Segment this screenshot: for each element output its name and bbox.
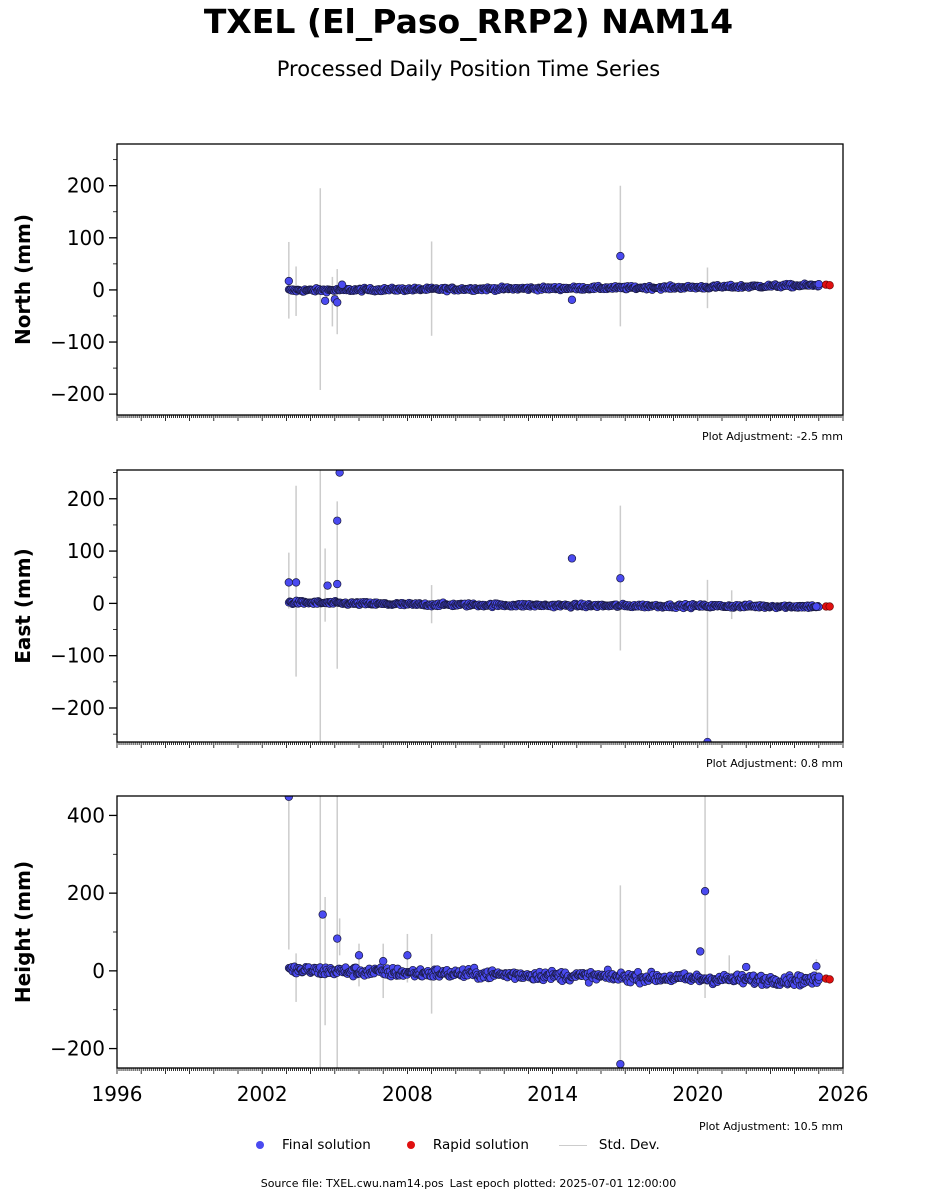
- north-outlier-point-4: [337, 280, 347, 289]
- legend-final-label: Final solution: [282, 1137, 371, 1153]
- north-y-tick-label: 0: [92, 278, 105, 302]
- height-outlier-point-7: [696, 947, 705, 956]
- north-y-tick-label: −100: [50, 330, 105, 354]
- rapid-solution-marker-icon: [406, 1141, 415, 1149]
- east-y-tick-label: 100: [67, 539, 105, 563]
- page-title: TXEL (El_Paso_RRP2) NAM14: [203, 2, 734, 41]
- height-outlier-point-9: [742, 962, 751, 972]
- height-x-tick-label: 1996: [92, 1082, 143, 1106]
- north-frame: [116, 143, 844, 416]
- east-outlier-point-2: [323, 581, 332, 590]
- legend-item-stddev: Std. Dev.: [558, 1137, 660, 1153]
- north-y-tick-label: −200: [50, 382, 105, 406]
- east-plot-area: [284, 470, 834, 742]
- north-final-series: [284, 279, 823, 297]
- height-x-tick-label: 2020: [672, 1082, 723, 1106]
- north-plot-adjustment: Plot Adjustment: -2.5 mm: [702, 430, 843, 443]
- east-x-ticks: [116, 742, 844, 748]
- height-final-series: [284, 962, 823, 990]
- height-outlier-point-3: [354, 951, 364, 960]
- east-outlier-point-0: [284, 578, 293, 587]
- east-outlier-point-4: [333, 516, 342, 525]
- north-y-axis-label: North (mm): [11, 214, 35, 345]
- north-outlier-point-1: [320, 296, 330, 306]
- east-rapid-point-1: [825, 602, 834, 611]
- height-outlier-point-6: [616, 1059, 625, 1068]
- height-frame: [116, 795, 844, 1069]
- last-epoch-label: Last epoch plotted: 2025-07-01 12:00:00: [449, 1177, 677, 1190]
- height-outlier-point-8: [700, 887, 710, 896]
- east-y-tick-label: 0: [92, 591, 105, 615]
- east-outlier-point-6: [567, 554, 577, 563]
- legend-stddev-label: Std. Dev.: [598, 1137, 660, 1153]
- north-outlier-point-6: [616, 251, 625, 261]
- height-outlier-point-0: [284, 796, 293, 801]
- height-y-tick-label: −200: [50, 1037, 105, 1061]
- east-plot-adjustment: Plot Adjustment: 0.8 mm: [706, 757, 843, 770]
- north-x-ticks: [116, 415, 844, 421]
- height-outlier-point-10: [812, 962, 821, 971]
- height-x-tick-label: 2014: [527, 1082, 578, 1106]
- height-y-axis-label: Height (mm): [11, 861, 35, 1003]
- footer-source: Source file: TXEL.cwu.nam14.pos Last epoc…: [0, 1177, 937, 1190]
- north-y-tick-label: 200: [67, 174, 105, 198]
- height-outlier-point-4: [379, 956, 388, 966]
- north-outlier-point-7: [814, 280, 823, 289]
- east-outlier-point-5: [335, 470, 344, 477]
- east-y-tick-label: 200: [67, 487, 105, 511]
- height-outlier-point-11: [814, 972, 823, 981]
- height-x-tick-label: 2002: [237, 1082, 288, 1106]
- height-y-tick-label: 400: [67, 803, 105, 827]
- east-y-tick-label: −100: [50, 644, 105, 668]
- height-plot-adjustment: Plot Adjustment: 10.5 mm: [699, 1120, 843, 1133]
- legend-rapid-label: Rapid solution: [432, 1137, 529, 1153]
- page-subtitle: Processed Daily Position Time Series: [276, 57, 661, 81]
- east-final-series: [284, 596, 823, 613]
- east-outlier-point-3: [333, 579, 342, 589]
- final-solution-marker-icon: [256, 1141, 264, 1149]
- east-outlier-point-9: [812, 602, 821, 611]
- height-y-tick-label: 200: [67, 881, 105, 905]
- north-outlier-point-0: [284, 276, 293, 286]
- east-y-tick-label: −200: [50, 696, 105, 720]
- east-y-axis-label: East (mm): [11, 548, 35, 664]
- legend: Final solution Rapid solution Std. Dev.: [250, 1137, 690, 1153]
- north-outlier-point-3: [333, 298, 342, 307]
- north-outlier-point-5: [567, 295, 577, 304]
- height-outlier-point-5: [403, 951, 412, 960]
- north-y-tick-label: 100: [67, 226, 105, 250]
- north-panel: −200 −100 0 100 200 North (mm) Plot Adjustment…: [11, 143, 844, 443]
- east-outlier-point-8: [703, 737, 712, 742]
- height-outlier-point-1: [318, 910, 327, 919]
- legend-item-rapid: Rapid solution: [401, 1137, 529, 1153]
- east-outlier-point-7: [616, 574, 625, 583]
- east-outlier-point-1: [291, 578, 301, 587]
- east-panel: −200 −100 0 100 200 East (mm) Plot Adjustment:…: [11, 469, 844, 770]
- height-rapid-point-1: [825, 975, 834, 984]
- legend-item-final: Final solution: [250, 1137, 371, 1153]
- stddev-line-icon: [558, 1144, 587, 1146]
- north-rapid-point-1: [825, 281, 834, 290]
- height-x-ticks: [116, 1068, 844, 1074]
- source-file-label: Source file: TXEL.cwu.nam14.pos: [260, 1177, 444, 1190]
- height-x-tick-label: 2026: [818, 1082, 869, 1106]
- height-panel: −200 0 200 400 Height (mm) Plot Adjustment: 1…: [11, 795, 869, 1133]
- height-y-tick-label: 0: [92, 959, 105, 983]
- height-outlier-point-2: [333, 934, 342, 943]
- height-x-tick-label: 2008: [382, 1082, 433, 1106]
- north-plot-area: [284, 185, 834, 390]
- height-plot-area: [284, 796, 834, 1068]
